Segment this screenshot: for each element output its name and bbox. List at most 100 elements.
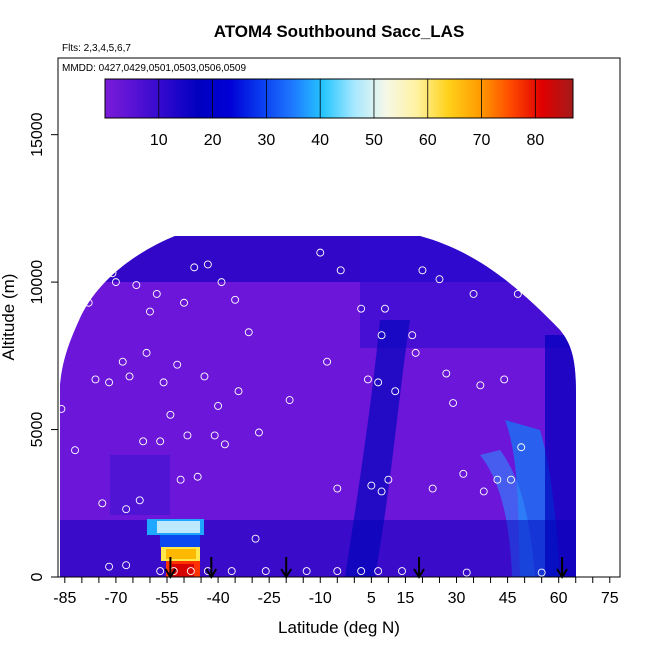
sample-point <box>214 402 223 410</box>
sample-point <box>159 378 168 387</box>
sample-point <box>231 295 240 304</box>
sample-point <box>203 260 212 269</box>
sample-point <box>132 281 141 290</box>
sample-point <box>98 499 107 508</box>
upper-band <box>60 236 576 282</box>
chart-title: ATOM4 Southbound Sacc_LAS <box>214 22 465 41</box>
sample-point <box>210 431 219 440</box>
northern-plume-edge <box>480 450 535 577</box>
sample-point <box>173 360 182 369</box>
sample-point <box>84 298 93 307</box>
sample-point <box>384 475 393 484</box>
y-tick-label: 15000 <box>29 112 46 157</box>
sample-point <box>146 307 154 316</box>
sample-point <box>302 567 311 576</box>
sample-point <box>595 463 604 472</box>
sample-point <box>507 475 515 484</box>
sample-point <box>476 381 485 390</box>
sample-point <box>128 239 137 248</box>
sample-point <box>336 266 345 275</box>
sample-point <box>183 431 192 440</box>
plot-area <box>50 228 604 579</box>
colorbar-tick-label: 30 <box>257 132 275 149</box>
colorbar: 10 20 30 40 50 60 70 80 <box>104 78 574 149</box>
sample-point <box>449 399 458 407</box>
southern-low-mixing <box>110 455 170 515</box>
sample-point <box>333 567 342 576</box>
sample-point <box>513 289 522 298</box>
boundary-layer <box>60 520 576 577</box>
aerosol-plume-band <box>160 535 200 547</box>
dates-subtitle: MMDD: 0427,0429,0501,0503,0506,0509 <box>62 63 246 74</box>
sample-point <box>374 378 383 387</box>
sample-point <box>316 248 325 257</box>
sample-point <box>125 372 134 381</box>
sample-point <box>186 567 195 576</box>
sample-point <box>459 469 468 478</box>
sample-point <box>152 289 161 298</box>
x-tick-label: 75 <box>601 590 619 607</box>
sample-point <box>193 472 202 481</box>
sample-point <box>122 561 131 570</box>
aerosol-plume-top-core <box>157 521 200 533</box>
sample-point <box>357 567 366 576</box>
sample-point <box>295 228 304 236</box>
sample-point <box>493 475 502 484</box>
northern-edge-column <box>545 335 576 577</box>
sample-point <box>217 278 226 287</box>
sample-point <box>176 475 185 484</box>
colorbar-tick-label: 70 <box>473 132 491 149</box>
sample-point <box>190 263 199 272</box>
sample-point <box>142 348 151 357</box>
sample-point <box>408 331 417 340</box>
aerosol-plume-orange <box>166 549 196 559</box>
colorbar-tick-label: 10 <box>150 132 168 149</box>
sample-point <box>108 269 117 278</box>
x-tick-label: 60 <box>550 590 568 607</box>
x-tick-label: -70 <box>104 590 127 607</box>
sample-point <box>135 496 144 505</box>
sample-point <box>428 484 437 493</box>
mid-column <box>345 320 410 577</box>
sample-point <box>479 487 488 496</box>
sample-point <box>50 567 59 576</box>
sample-point <box>251 534 260 543</box>
y-tick-label: 5000 <box>29 412 46 448</box>
sample-point <box>64 292 73 301</box>
axes: -85 -70 -55 -40 -25 -10 5 15 30 45 60 75 0 5000 10000 1… <box>29 112 619 607</box>
sample-point <box>255 428 263 437</box>
x-axis-label: Latitude (deg N) <box>278 618 400 637</box>
sample-point <box>118 357 127 366</box>
sample-point <box>411 348 420 357</box>
sample-point <box>391 387 400 396</box>
sample-point <box>261 567 270 576</box>
sample-point <box>435 275 444 284</box>
sample-point <box>122 505 131 514</box>
x-tick-label: -40 <box>207 590 230 607</box>
sample-point <box>364 375 372 384</box>
sample-point <box>227 567 236 576</box>
y-tick-label: 0 <box>29 572 46 581</box>
sample-point <box>139 437 148 446</box>
sample-point <box>592 357 601 366</box>
sample-point <box>105 378 114 387</box>
colorbar-tick-label: 20 <box>204 132 222 149</box>
sample-point <box>500 375 509 384</box>
flights-subtitle: Flts: 2,3,4,5,6,7 <box>62 43 131 54</box>
sample-point <box>180 298 188 307</box>
sample-point <box>111 278 120 287</box>
colorbar-tick-label: 50 <box>365 132 383 149</box>
x-tick-label: -55 <box>155 590 178 607</box>
colorbar-tick-label: 40 <box>311 132 329 149</box>
sample-point <box>71 446 79 455</box>
y-axis-label: Altitude (m) <box>0 274 18 361</box>
sample-point <box>234 387 243 396</box>
sample-point <box>367 481 376 490</box>
x-tick-label: 5 <box>367 590 376 607</box>
colorbar-tick-label: 60 <box>419 132 437 149</box>
sample-point <box>285 396 294 405</box>
sample-point <box>462 568 471 577</box>
x-tick-label: 15 <box>397 590 415 607</box>
sample-point <box>244 328 253 337</box>
